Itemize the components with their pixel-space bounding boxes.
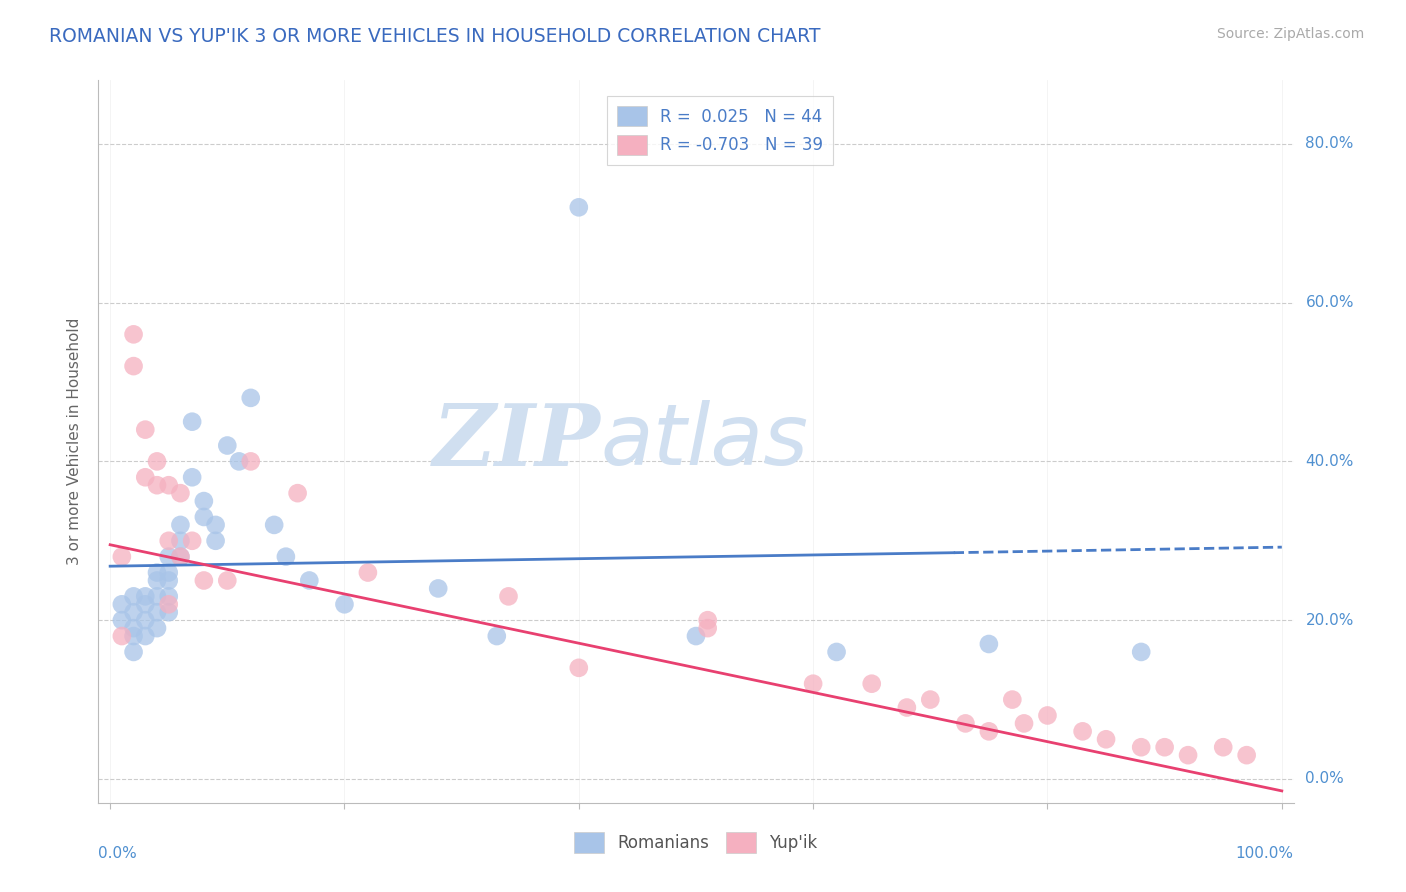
Point (134, 590, 156, 604)
Text: 100.0%: 100.0% (1236, 847, 1294, 861)
Point (239, 391, 262, 405)
Point (217, 438, 239, 452)
Point (357, 566, 380, 580)
Point (122, 629, 145, 643)
Point (169, 533, 191, 548)
Point (1012, 716, 1035, 731)
Text: ZIP: ZIP (433, 400, 600, 483)
Text: ROMANIAN VS YUP'IK 3 OR MORE VEHICLES IN HOUSEHOLD CORRELATION CHART: ROMANIAN VS YUP'IK 3 OR MORE VEHICLES IN… (49, 27, 821, 45)
Point (157, 478, 180, 492)
Point (298, 574, 321, 588)
Point (169, 486, 191, 500)
Legend: Romanians, Yup'ik: Romanians, Yup'ik (568, 826, 824, 860)
Point (274, 549, 297, 564)
Point (134, 597, 156, 611)
Point (696, 621, 718, 635)
Text: 0.0%: 0.0% (98, 847, 138, 861)
Point (204, 533, 226, 548)
Point (157, 597, 180, 611)
Point (146, 478, 169, 492)
Point (157, 566, 180, 580)
Point (977, 637, 1000, 651)
Point (228, 454, 250, 468)
Point (169, 549, 191, 564)
Point (860, 676, 883, 690)
Point (122, 645, 145, 659)
Point (146, 605, 169, 619)
Point (157, 533, 180, 548)
Point (498, 590, 520, 604)
Point (287, 486, 309, 500)
Point (146, 454, 169, 468)
Point (333, 597, 356, 611)
Point (1130, 645, 1153, 659)
Point (122, 590, 145, 604)
Point (181, 533, 204, 548)
Point (134, 423, 156, 437)
Point (169, 517, 191, 532)
Text: atlas: atlas (600, 400, 808, 483)
Point (696, 613, 718, 627)
Point (955, 716, 977, 731)
Text: 40.0%: 40.0% (1306, 454, 1354, 469)
Point (146, 621, 169, 635)
Point (1001, 692, 1024, 706)
Point (204, 517, 226, 532)
Point (111, 597, 134, 611)
Point (1130, 740, 1153, 755)
Point (1212, 740, 1234, 755)
Point (146, 574, 169, 588)
Point (239, 454, 262, 468)
Point (111, 613, 134, 627)
Point (181, 415, 204, 429)
Point (181, 470, 204, 484)
Point (896, 700, 918, 714)
Point (122, 621, 145, 635)
Point (825, 645, 848, 659)
Point (146, 566, 169, 580)
Text: 20.0%: 20.0% (1306, 613, 1354, 628)
Point (122, 359, 145, 373)
Point (685, 629, 707, 643)
Point (263, 517, 285, 532)
Point (801, 676, 824, 690)
Point (157, 605, 180, 619)
Text: Source: ZipAtlas.com: Source: ZipAtlas.com (1216, 27, 1364, 41)
Point (217, 574, 239, 588)
Y-axis label: 3 or more Vehicles in Household: 3 or more Vehicles in Household (67, 318, 83, 566)
Point (920, 692, 942, 706)
Point (157, 549, 180, 564)
Point (134, 613, 156, 627)
Point (1095, 732, 1118, 747)
Point (568, 200, 591, 214)
Point (1153, 740, 1175, 755)
Point (146, 590, 169, 604)
Point (1071, 724, 1094, 739)
Point (193, 510, 215, 524)
Point (193, 574, 215, 588)
Point (111, 549, 134, 564)
Point (157, 574, 180, 588)
Point (568, 661, 591, 675)
Point (1236, 748, 1258, 763)
Point (485, 629, 508, 643)
Point (977, 724, 1000, 739)
Point (1036, 708, 1059, 723)
Point (122, 327, 145, 342)
Point (111, 629, 134, 643)
Text: 80.0%: 80.0% (1306, 136, 1354, 152)
Point (1177, 748, 1199, 763)
Point (134, 470, 156, 484)
Point (427, 582, 450, 596)
Text: 60.0%: 60.0% (1306, 295, 1354, 310)
Point (122, 605, 145, 619)
Point (169, 549, 191, 564)
Point (134, 629, 156, 643)
Text: 0.0%: 0.0% (1306, 772, 1344, 787)
Point (157, 590, 180, 604)
Point (193, 494, 215, 508)
